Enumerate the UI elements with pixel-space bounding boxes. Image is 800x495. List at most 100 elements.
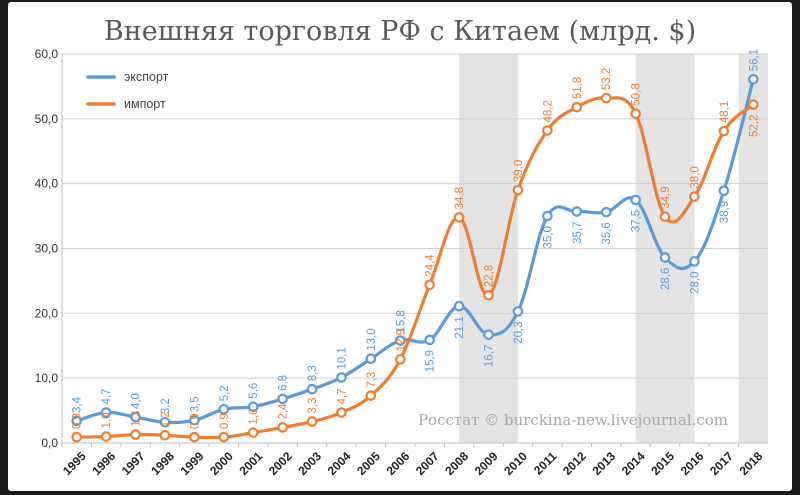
data-label: 38,9 (719, 201, 731, 223)
data-label: 56,1 (748, 49, 760, 71)
data-point (71, 415, 83, 427)
data-point (630, 108, 641, 119)
data-label: 35,6 (601, 222, 613, 244)
x-tick-label: 2004 (325, 449, 354, 478)
data-point (130, 429, 141, 440)
data-label: 35,7 (572, 222, 584, 244)
data-label: 3,5 (189, 396, 201, 412)
data-point (689, 256, 700, 267)
data-label: 48,2 (542, 100, 554, 122)
chart-card: Внешняя торговля РФ с Китаем (млрд. $) 0… (8, 2, 792, 491)
series-group: 3,44,7 4,0 3,2 3,55,2 5,6 6,88,310,113,015,81… (71, 49, 760, 443)
data-point (571, 206, 583, 217)
data-label: 5,6 (248, 383, 260, 399)
data-point (512, 306, 524, 317)
x-tick-label: 1997 (119, 449, 148, 478)
data-label: 51,8 (572, 77, 584, 99)
legend: экспорт импорт (86, 70, 169, 111)
data-point (542, 125, 553, 136)
data-label: 4,7 (336, 389, 348, 405)
data-point (747, 73, 759, 85)
x-axis: 1995 1996 1997 1998 1999 2000 2001 2002 2003 2004… (60, 442, 768, 478)
series-import: 0,9 1,0 1,3 1,2 0,9 0,9 1,6 2,4 3,3 4,7 7,3 12,9 24,… (71, 68, 760, 443)
data-point (189, 415, 200, 426)
x-tick-label: 2000 (207, 449, 236, 478)
data-point (483, 329, 494, 341)
data-point (247, 401, 259, 412)
data-label: 38,0 (689, 166, 701, 188)
data-label: 39,0 (513, 160, 525, 182)
data-label: 6,8 (278, 375, 290, 391)
data-point (718, 185, 730, 197)
data-label: 34,8 (454, 187, 466, 209)
data-point (100, 431, 112, 442)
data-point (336, 407, 347, 418)
data-point (306, 383, 318, 395)
data-label: 22,8 (484, 265, 496, 287)
x-tick-label: 2001 (236, 449, 265, 478)
data-label: 35,0 (542, 226, 554, 248)
data-label: 48,1 (719, 101, 731, 123)
data-point (424, 279, 436, 291)
data-label: 1,2 (160, 411, 172, 427)
x-tick-label: 2007 (413, 449, 442, 478)
data-point (336, 372, 347, 383)
data-label: 4,7 (101, 389, 113, 405)
data-label: 13,0 (366, 328, 378, 350)
legend-label-import: импорт (124, 97, 166, 111)
data-point (600, 92, 612, 104)
x-tick-label: 2010 (501, 449, 530, 478)
x-tick-label: 2009 (472, 449, 501, 478)
y-tick-label: 50,0 (35, 112, 59, 126)
x-tick-label: 2003 (295, 449, 324, 478)
data-label: 34,9 (660, 186, 672, 208)
data-point (247, 427, 259, 438)
data-point (218, 431, 230, 443)
chart: Внешняя торговля РФ с Китаем (млрд. $) 0… (35, 16, 768, 478)
data-label: 15,9 (425, 350, 437, 372)
x-tick-label: 2013 (589, 449, 618, 478)
x-tick-label: 2018 (737, 449, 766, 478)
data-point (159, 416, 171, 428)
data-label: 0,9 (72, 413, 84, 429)
x-tick-label: 1995 (60, 449, 89, 478)
x-tick-label: 1998 (148, 449, 177, 478)
data-point (394, 335, 406, 346)
y-tick-label: 60,0 (35, 47, 59, 61)
data-label: 5,2 (219, 385, 231, 401)
y-tick-label: 30,0 (35, 242, 59, 256)
x-tick-label: 1999 (178, 449, 207, 478)
data-point (100, 407, 112, 418)
data-label: 28,0 (689, 271, 701, 293)
data-point (453, 300, 465, 312)
data-point (630, 194, 641, 206)
data-point (159, 429, 171, 441)
data-label: 28,6 (660, 268, 672, 290)
data-label: 3,4 (72, 396, 84, 413)
data-label: 0,9 (189, 413, 201, 429)
data-label: 7,3 (366, 372, 378, 388)
x-tick-label: 2011 (531, 449, 560, 478)
data-point (718, 125, 730, 137)
data-point (689, 191, 700, 202)
data-point (659, 211, 671, 223)
chart-title: Внешняя торговля РФ с Китаем (млрд. $) (104, 16, 696, 47)
x-tick-label: 2014 (619, 449, 648, 478)
data-label: 1,3 (131, 411, 143, 427)
legend-label-export: экспорт (124, 70, 169, 84)
data-label: 37,5 (631, 210, 643, 232)
data-point (512, 184, 524, 196)
x-tick-label: 2002 (266, 449, 295, 478)
data-label: 24,4 (425, 254, 437, 277)
data-label: 10,1 (336, 347, 348, 369)
x-tick-label: 2006 (384, 449, 413, 478)
data-label: 53,2 (601, 68, 613, 90)
data-label: 52,2 (748, 115, 760, 137)
data-point (189, 431, 200, 443)
data-label: 50,8 (631, 83, 643, 105)
data-point (277, 393, 288, 405)
data-label: 0,9 (219, 413, 231, 429)
data-point (571, 101, 583, 113)
data-label: 20,3 (513, 321, 525, 343)
data-point (130, 411, 141, 423)
